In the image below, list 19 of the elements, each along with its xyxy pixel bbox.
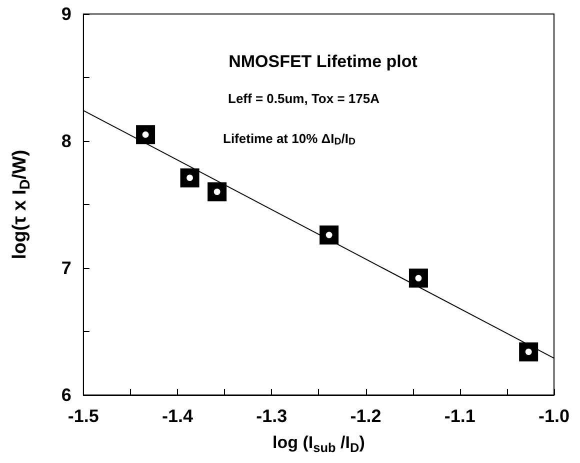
y-tick-label: 6: [61, 385, 72, 405]
annotation: Leff = 0.5um, Tox = 175A: [228, 91, 380, 106]
point: [320, 225, 339, 244]
x-tick-label: -1.2: [350, 406, 382, 426]
y-tick-label: 9: [61, 4, 72, 24]
point: [408, 268, 428, 288]
point: [208, 182, 227, 202]
x-tick-label: -1.5: [68, 406, 99, 426]
point: [136, 125, 156, 144]
text: NMOSFET Lifetime plot: [228, 52, 418, 71]
x-tick-label: -1.0: [538, 406, 570, 426]
y-tick-label: 8: [61, 131, 72, 151]
y-tick-label: 7: [61, 258, 72, 278]
point: [180, 168, 200, 188]
x-tick-label: -1.1: [444, 406, 476, 426]
y-axis-title: log(τ x ID/W): [10, 150, 34, 260]
x-tick-label: -1.3: [256, 406, 288, 426]
x-tick-label: -1.4: [162, 406, 194, 426]
point: [519, 342, 538, 362]
